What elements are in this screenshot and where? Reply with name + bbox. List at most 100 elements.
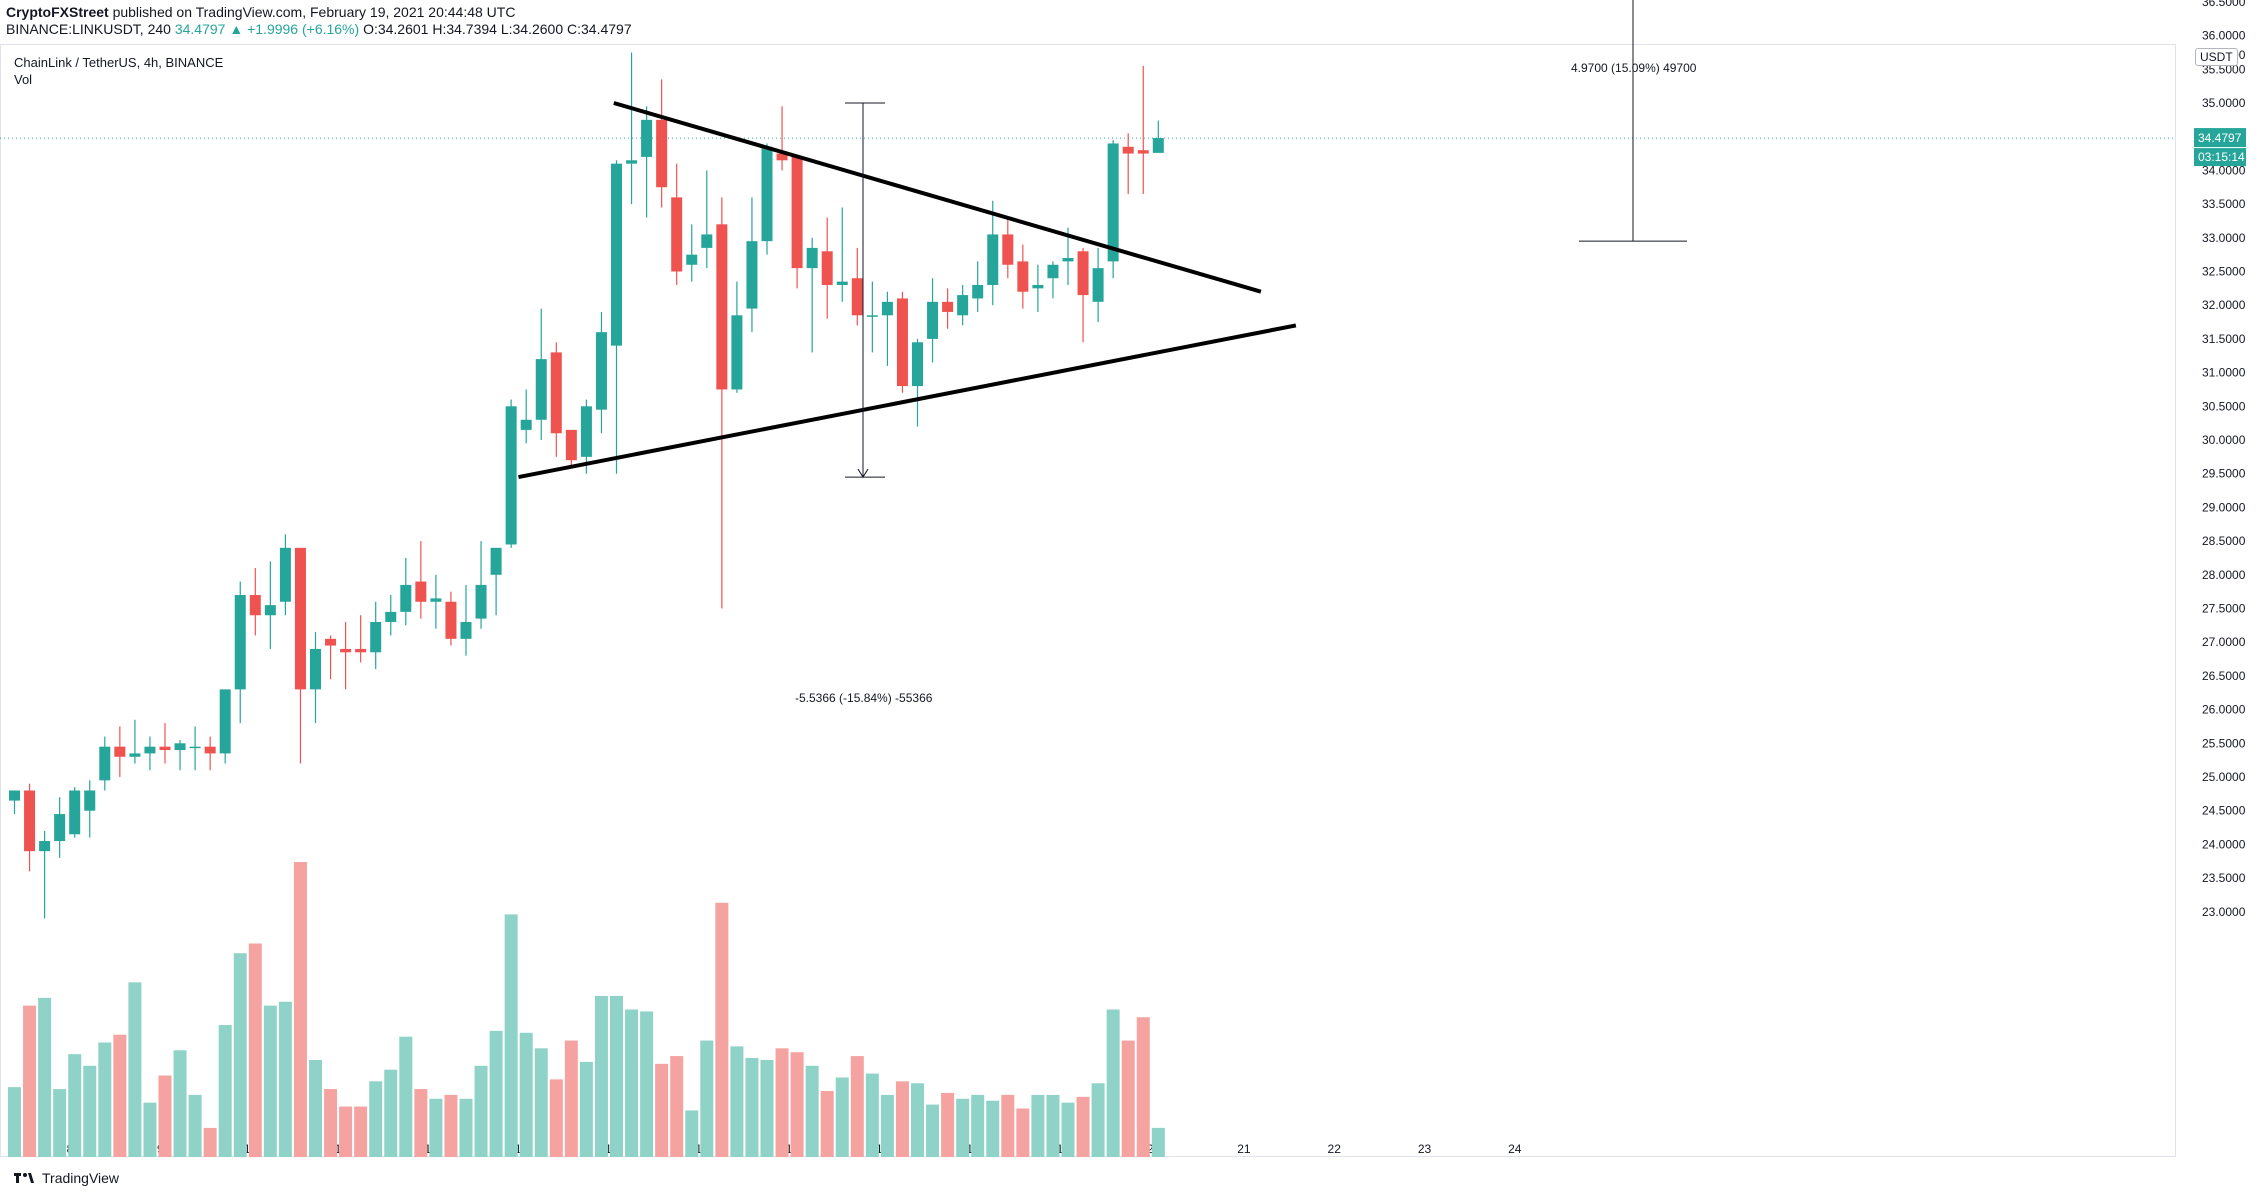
volume-bar[interactable] bbox=[911, 1083, 924, 1157]
series-legend[interactable]: ChainLink / TetherUS, 4h, BINANCE bbox=[14, 55, 224, 70]
candle[interactable] bbox=[1077, 251, 1089, 296]
volume-bar[interactable] bbox=[1151, 1127, 1165, 1157]
candle[interactable] bbox=[84, 790, 96, 811]
volume-bar[interactable] bbox=[700, 1040, 714, 1157]
candle[interactable] bbox=[204, 746, 216, 754]
volume-bar[interactable] bbox=[820, 1091, 834, 1157]
candle[interactable] bbox=[69, 790, 81, 835]
candle[interactable] bbox=[912, 342, 923, 387]
candle[interactable] bbox=[565, 429, 577, 461]
candle[interactable] bbox=[325, 638, 337, 646]
candle[interactable] bbox=[1107, 143, 1119, 262]
candle[interactable] bbox=[475, 584, 487, 619]
price-axis[interactable] bbox=[2176, 44, 2265, 1157]
volume-bar[interactable] bbox=[1091, 1083, 1105, 1157]
volume-bar[interactable] bbox=[369, 1081, 383, 1157]
volume-bar[interactable] bbox=[745, 1058, 759, 1157]
volume-bar[interactable] bbox=[158, 1075, 172, 1157]
volume-bar[interactable] bbox=[1106, 1009, 1120, 1158]
volume-bar[interactable] bbox=[579, 1061, 593, 1157]
volume-bar[interactable] bbox=[23, 1005, 37, 1157]
candle[interactable] bbox=[1092, 268, 1104, 302]
volume-bar[interactable] bbox=[53, 1089, 67, 1157]
volume-bar[interactable] bbox=[354, 1106, 368, 1157]
volume-bar[interactable] bbox=[278, 1001, 292, 1157]
volume-bar[interactable] bbox=[594, 995, 608, 1157]
candle[interactable] bbox=[385, 611, 397, 622]
candle[interactable] bbox=[144, 746, 156, 754]
volume-bar[interactable] bbox=[1046, 1094, 1060, 1157]
volume-bar[interactable] bbox=[956, 1098, 970, 1157]
trendline-lower[interactable] bbox=[518, 323, 1297, 480]
volume-bar[interactable] bbox=[895, 1081, 909, 1157]
candle[interactable] bbox=[355, 648, 367, 653]
volume-bar[interactable] bbox=[835, 1077, 849, 1157]
candle[interactable] bbox=[701, 234, 713, 248]
volume-bar[interactable] bbox=[730, 1046, 744, 1157]
candle[interactable] bbox=[641, 119, 653, 157]
candle[interactable] bbox=[716, 224, 728, 390]
volume-bar[interactable] bbox=[971, 1094, 985, 1157]
volume-bar[interactable] bbox=[414, 1089, 428, 1157]
candle[interactable] bbox=[866, 315, 878, 317]
volume-bar[interactable] bbox=[880, 1094, 894, 1157]
candle[interactable] bbox=[776, 153, 788, 161]
volume-bar[interactable] bbox=[1121, 1040, 1135, 1157]
candle[interactable] bbox=[791, 156, 803, 269]
currency-selector[interactable]: USDT bbox=[2195, 48, 2238, 66]
volume-bar[interactable] bbox=[805, 1065, 819, 1157]
candle[interactable] bbox=[340, 648, 352, 653]
candle[interactable] bbox=[535, 359, 547, 420]
volume-bar[interactable] bbox=[1136, 1017, 1150, 1157]
candle[interactable] bbox=[415, 581, 427, 602]
candle[interactable] bbox=[550, 352, 562, 434]
volume-bar[interactable] bbox=[1001, 1094, 1015, 1157]
volume-bar[interactable] bbox=[203, 1127, 217, 1157]
volume-bar[interactable] bbox=[309, 1059, 322, 1157]
candle[interactable] bbox=[234, 595, 246, 690]
candle[interactable] bbox=[821, 251, 833, 285]
volume-bar[interactable] bbox=[339, 1106, 353, 1157]
volume-legend[interactable]: Vol bbox=[14, 72, 33, 87]
candle[interactable] bbox=[114, 746, 126, 757]
volume-bar[interactable] bbox=[324, 1089, 338, 1157]
volume-bar[interactable] bbox=[760, 1059, 774, 1157]
candle[interactable] bbox=[1032, 284, 1044, 289]
candle[interactable] bbox=[595, 332, 607, 410]
candle[interactable] bbox=[851, 278, 863, 316]
candle[interactable] bbox=[39, 841, 51, 852]
volume-bar[interactable] bbox=[173, 1050, 187, 1157]
volume-bar[interactable] bbox=[384, 1069, 398, 1157]
candle[interactable] bbox=[987, 234, 999, 285]
candle[interactable] bbox=[264, 605, 276, 616]
volume-bar[interactable] bbox=[775, 1048, 789, 1157]
volume-bar[interactable] bbox=[143, 1102, 157, 1157]
volume-bar[interactable] bbox=[489, 1030, 503, 1157]
candle[interactable] bbox=[611, 163, 622, 346]
volume-bar[interactable] bbox=[113, 1034, 127, 1157]
candle[interactable] bbox=[686, 254, 698, 265]
candle[interactable] bbox=[54, 814, 66, 842]
candle[interactable] bbox=[310, 648, 321, 690]
volume-bar[interactable] bbox=[986, 1100, 1000, 1157]
candle[interactable] bbox=[1152, 138, 1164, 153]
volume-bar[interactable] bbox=[429, 1098, 443, 1157]
candle[interactable] bbox=[896, 298, 908, 387]
candle[interactable] bbox=[836, 281, 848, 285]
volume-bar[interactable] bbox=[549, 1079, 563, 1157]
candle[interactable] bbox=[761, 146, 773, 242]
volume-bar[interactable] bbox=[218, 1025, 232, 1157]
candle[interactable] bbox=[1137, 150, 1149, 154]
volume-bar[interactable] bbox=[1076, 1096, 1090, 1157]
volume-bar[interactable] bbox=[1061, 1102, 1075, 1157]
candle[interactable] bbox=[746, 241, 758, 309]
volume-bar[interactable] bbox=[640, 1011, 654, 1157]
candle[interactable] bbox=[927, 301, 939, 339]
candle[interactable] bbox=[806, 247, 818, 269]
candle[interactable] bbox=[279, 547, 291, 602]
candle[interactable] bbox=[174, 743, 186, 751]
volume-bar[interactable] bbox=[98, 1042, 112, 1157]
volume-bar[interactable] bbox=[233, 953, 247, 1157]
candle[interactable] bbox=[731, 315, 743, 390]
volume-bar[interactable] bbox=[790, 1052, 804, 1157]
